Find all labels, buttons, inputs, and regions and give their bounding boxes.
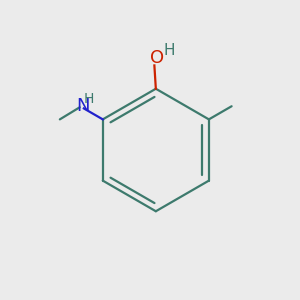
Text: O: O	[150, 49, 164, 67]
Text: N: N	[76, 97, 89, 115]
Text: H: H	[163, 43, 175, 58]
Text: H: H	[84, 92, 94, 106]
